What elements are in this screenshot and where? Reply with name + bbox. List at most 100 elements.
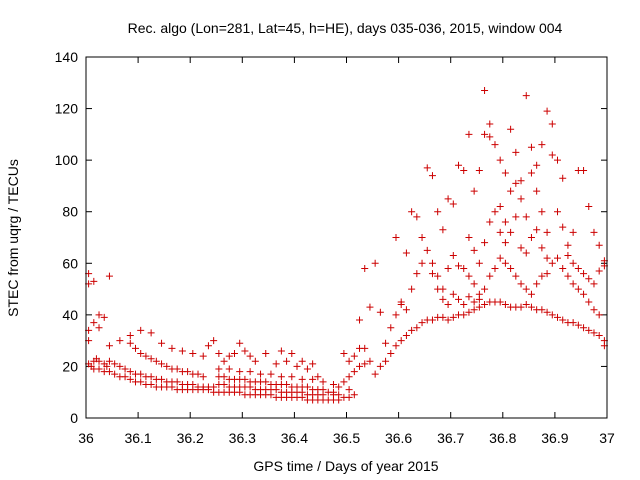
x-tick-label-7: 36.7 (437, 430, 464, 446)
data-point-0-364 (475, 259, 483, 267)
data-point-0-356 (569, 259, 577, 267)
data-point-0-95 (272, 360, 280, 368)
data-point-0-264 (423, 246, 431, 254)
data-point-0-275 (481, 285, 489, 293)
data-point-0-323 (522, 92, 530, 100)
data-point-0-342 (496, 203, 504, 211)
data-point-0-324 (527, 143, 535, 151)
data-point-0-72 (184, 368, 192, 376)
data-point-0-203 (361, 264, 369, 272)
data-point-0-337 (595, 241, 603, 249)
data-point-0-380 (439, 295, 447, 303)
data-point-0-261 (408, 285, 416, 293)
data-point-0-282 (517, 280, 525, 288)
data-point-0-268 (444, 264, 452, 272)
data-point-0-387 (475, 295, 483, 303)
data-point-0-332 (569, 228, 577, 236)
data-point-0-343 (501, 218, 509, 226)
data-point-0-197 (345, 386, 353, 394)
data-point-0-10 (105, 342, 113, 350)
data-point-0-190 (345, 373, 353, 381)
data-point-0-355 (564, 252, 572, 260)
data-point-0-217 (408, 326, 416, 334)
data-point-0-51 (158, 375, 166, 383)
data-point-0-74 (194, 370, 202, 378)
data-point-0-29 (137, 378, 145, 386)
data-point-0-328 (548, 151, 556, 159)
data-point-0-335 (585, 203, 593, 211)
data-point-0-331 (564, 241, 572, 249)
data-point-0-88 (225, 352, 233, 360)
data-point-0-263 (418, 259, 426, 267)
data-point-0-77 (147, 329, 155, 337)
data-point-0-17 (95, 357, 103, 365)
data-point-0-299 (397, 298, 405, 306)
chart-title: Rec. algo (Lon=281, Lat=45, h=HE), days … (128, 20, 563, 36)
data-point-0-320 (507, 125, 515, 133)
data-point-0-242 (538, 306, 546, 314)
data-point-0-191 (350, 368, 358, 376)
data-point-0-78 (126, 331, 134, 339)
data-point-0-246 (559, 316, 567, 324)
data-point-0-385 (465, 293, 473, 301)
data-point-0-311 (460, 166, 468, 174)
data-point-0-302 (413, 213, 421, 221)
data-point-0-251 (585, 326, 593, 334)
data-point-0-283 (522, 285, 530, 293)
data-point-0-201 (361, 344, 369, 352)
data-point-0-92 (246, 352, 254, 360)
data-point-0-279 (501, 259, 509, 267)
data-point-0-202 (356, 316, 364, 324)
data-point-0-103 (314, 373, 322, 381)
data-point-0-276 (486, 272, 494, 280)
data-point-0-314 (475, 166, 483, 174)
data-point-0-75 (199, 373, 207, 381)
axis-ticks: 36 36.1 36.2 36.3 36.4 36.5 36.6 36.7 36.8 36.9 37… (55, 49, 615, 446)
data-point-0-344 (507, 187, 515, 195)
data-point-0-273 (470, 280, 478, 288)
data-point-0-352 (548, 120, 556, 128)
data-point-0-376 (538, 244, 546, 252)
data-point-0-64 (142, 352, 150, 360)
data-point-0-361 (595, 267, 603, 275)
data-point-0-205 (371, 259, 379, 267)
y-tick-label-4: 80 (62, 204, 78, 220)
x-tick-label-2: 36.2 (177, 430, 204, 446)
data-point-0-9 (95, 324, 103, 332)
data-point-0-101 (303, 365, 311, 373)
data-point-0-305 (428, 172, 436, 180)
data-point-0-379 (434, 285, 442, 293)
data-point-0-47 (137, 370, 145, 378)
data-point-0-204 (366, 303, 374, 311)
data-point-0-288 (548, 259, 556, 267)
data-point-0-66 (152, 357, 160, 365)
data-point-0-316 (486, 120, 494, 128)
data-point-0-292 (569, 280, 577, 288)
data-point-0-358 (580, 270, 588, 278)
data-point-0-184 (319, 378, 327, 386)
data-point-0-209 (366, 357, 374, 365)
data-point-0-318 (496, 156, 504, 164)
data-point-0-207 (356, 362, 364, 370)
data-point-0-93 (251, 357, 259, 365)
data-point-0-309 (449, 200, 457, 208)
data-point-0-80 (168, 344, 176, 352)
x-tick-label-4: 36.4 (281, 430, 308, 446)
data-point-0-266 (434, 272, 442, 280)
data-point-0-349 (533, 161, 541, 169)
data-point-0-133 (220, 380, 228, 388)
data-point-0-245 (554, 313, 562, 321)
data-point-0-312 (465, 234, 473, 241)
data-point-0-62 (131, 344, 139, 352)
data-point-0-339 (465, 130, 473, 138)
data-point-0-173 (319, 386, 327, 394)
data-point-0-228 (465, 308, 473, 316)
data-point-0-363 (470, 246, 478, 254)
data-point-0-63 (137, 350, 145, 358)
data-point-0-102 (309, 360, 317, 368)
x-tick-label-8: 36.8 (489, 430, 516, 446)
data-point-0-329 (554, 208, 562, 216)
data-point-0-345 (512, 179, 520, 187)
data-point-0-158 (241, 375, 249, 383)
data-point-0-269 (449, 252, 457, 260)
